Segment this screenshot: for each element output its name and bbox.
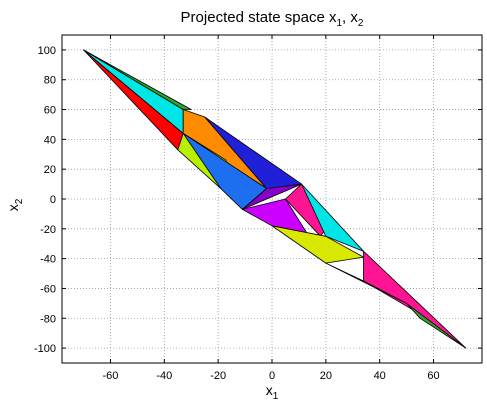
x-tick-label: 0 [269,370,275,382]
y-tick-label: -40 [40,254,56,266]
ticks [62,35,482,363]
region-8 [241,183,303,210]
y-tick-label: -80 [40,313,56,325]
y-tick-label: -20 [40,224,56,236]
region-14 [325,262,408,304]
x-tick-label: 20 [320,370,332,382]
region-12 [301,183,364,252]
x-axis-label-sub: 1 [273,391,279,402]
y-tick-label: 20 [44,164,56,176]
y-tick-label: 100 [38,45,56,57]
y-tick-label: 80 [44,75,56,87]
title-sub1: 1 [336,18,342,29]
y-tick-label: 60 [44,105,56,117]
x-tick-label: 40 [374,370,386,382]
x-tick-label: 60 [427,370,439,382]
title-sub2: 2 [358,18,364,29]
x-axis-label-main: x [266,382,273,398]
title-main: Projected state space x [181,9,337,26]
region-15 [406,302,467,349]
x-axis-label: x1 [266,382,279,402]
y-tick-label: 40 [44,134,56,146]
y-tick-label: -60 [40,283,56,295]
y-axis-label-main: x [5,204,21,211]
region-3 [83,49,192,110]
x-tick-label: -40 [156,370,172,382]
y-axis-label-group: x2 [5,198,25,211]
y-axis-label: x2 [5,198,25,211]
y-tick-label: 0 [50,194,56,206]
title-mid: , x [342,9,358,26]
y-tick-label: -100 [34,343,56,355]
tick-labels: -60 -40 -20 0 20 40 60 100 80 60 40 20 0 -20 -40 -60 -80… [34,45,440,382]
x-tick-label: -20 [210,370,226,382]
regions [83,49,467,349]
y-axis-label-sub: 2 [14,198,25,204]
grid [62,35,482,363]
x-tick-label: -60 [103,370,119,382]
chart-title: Projected state space x1, x2 [181,9,364,29]
